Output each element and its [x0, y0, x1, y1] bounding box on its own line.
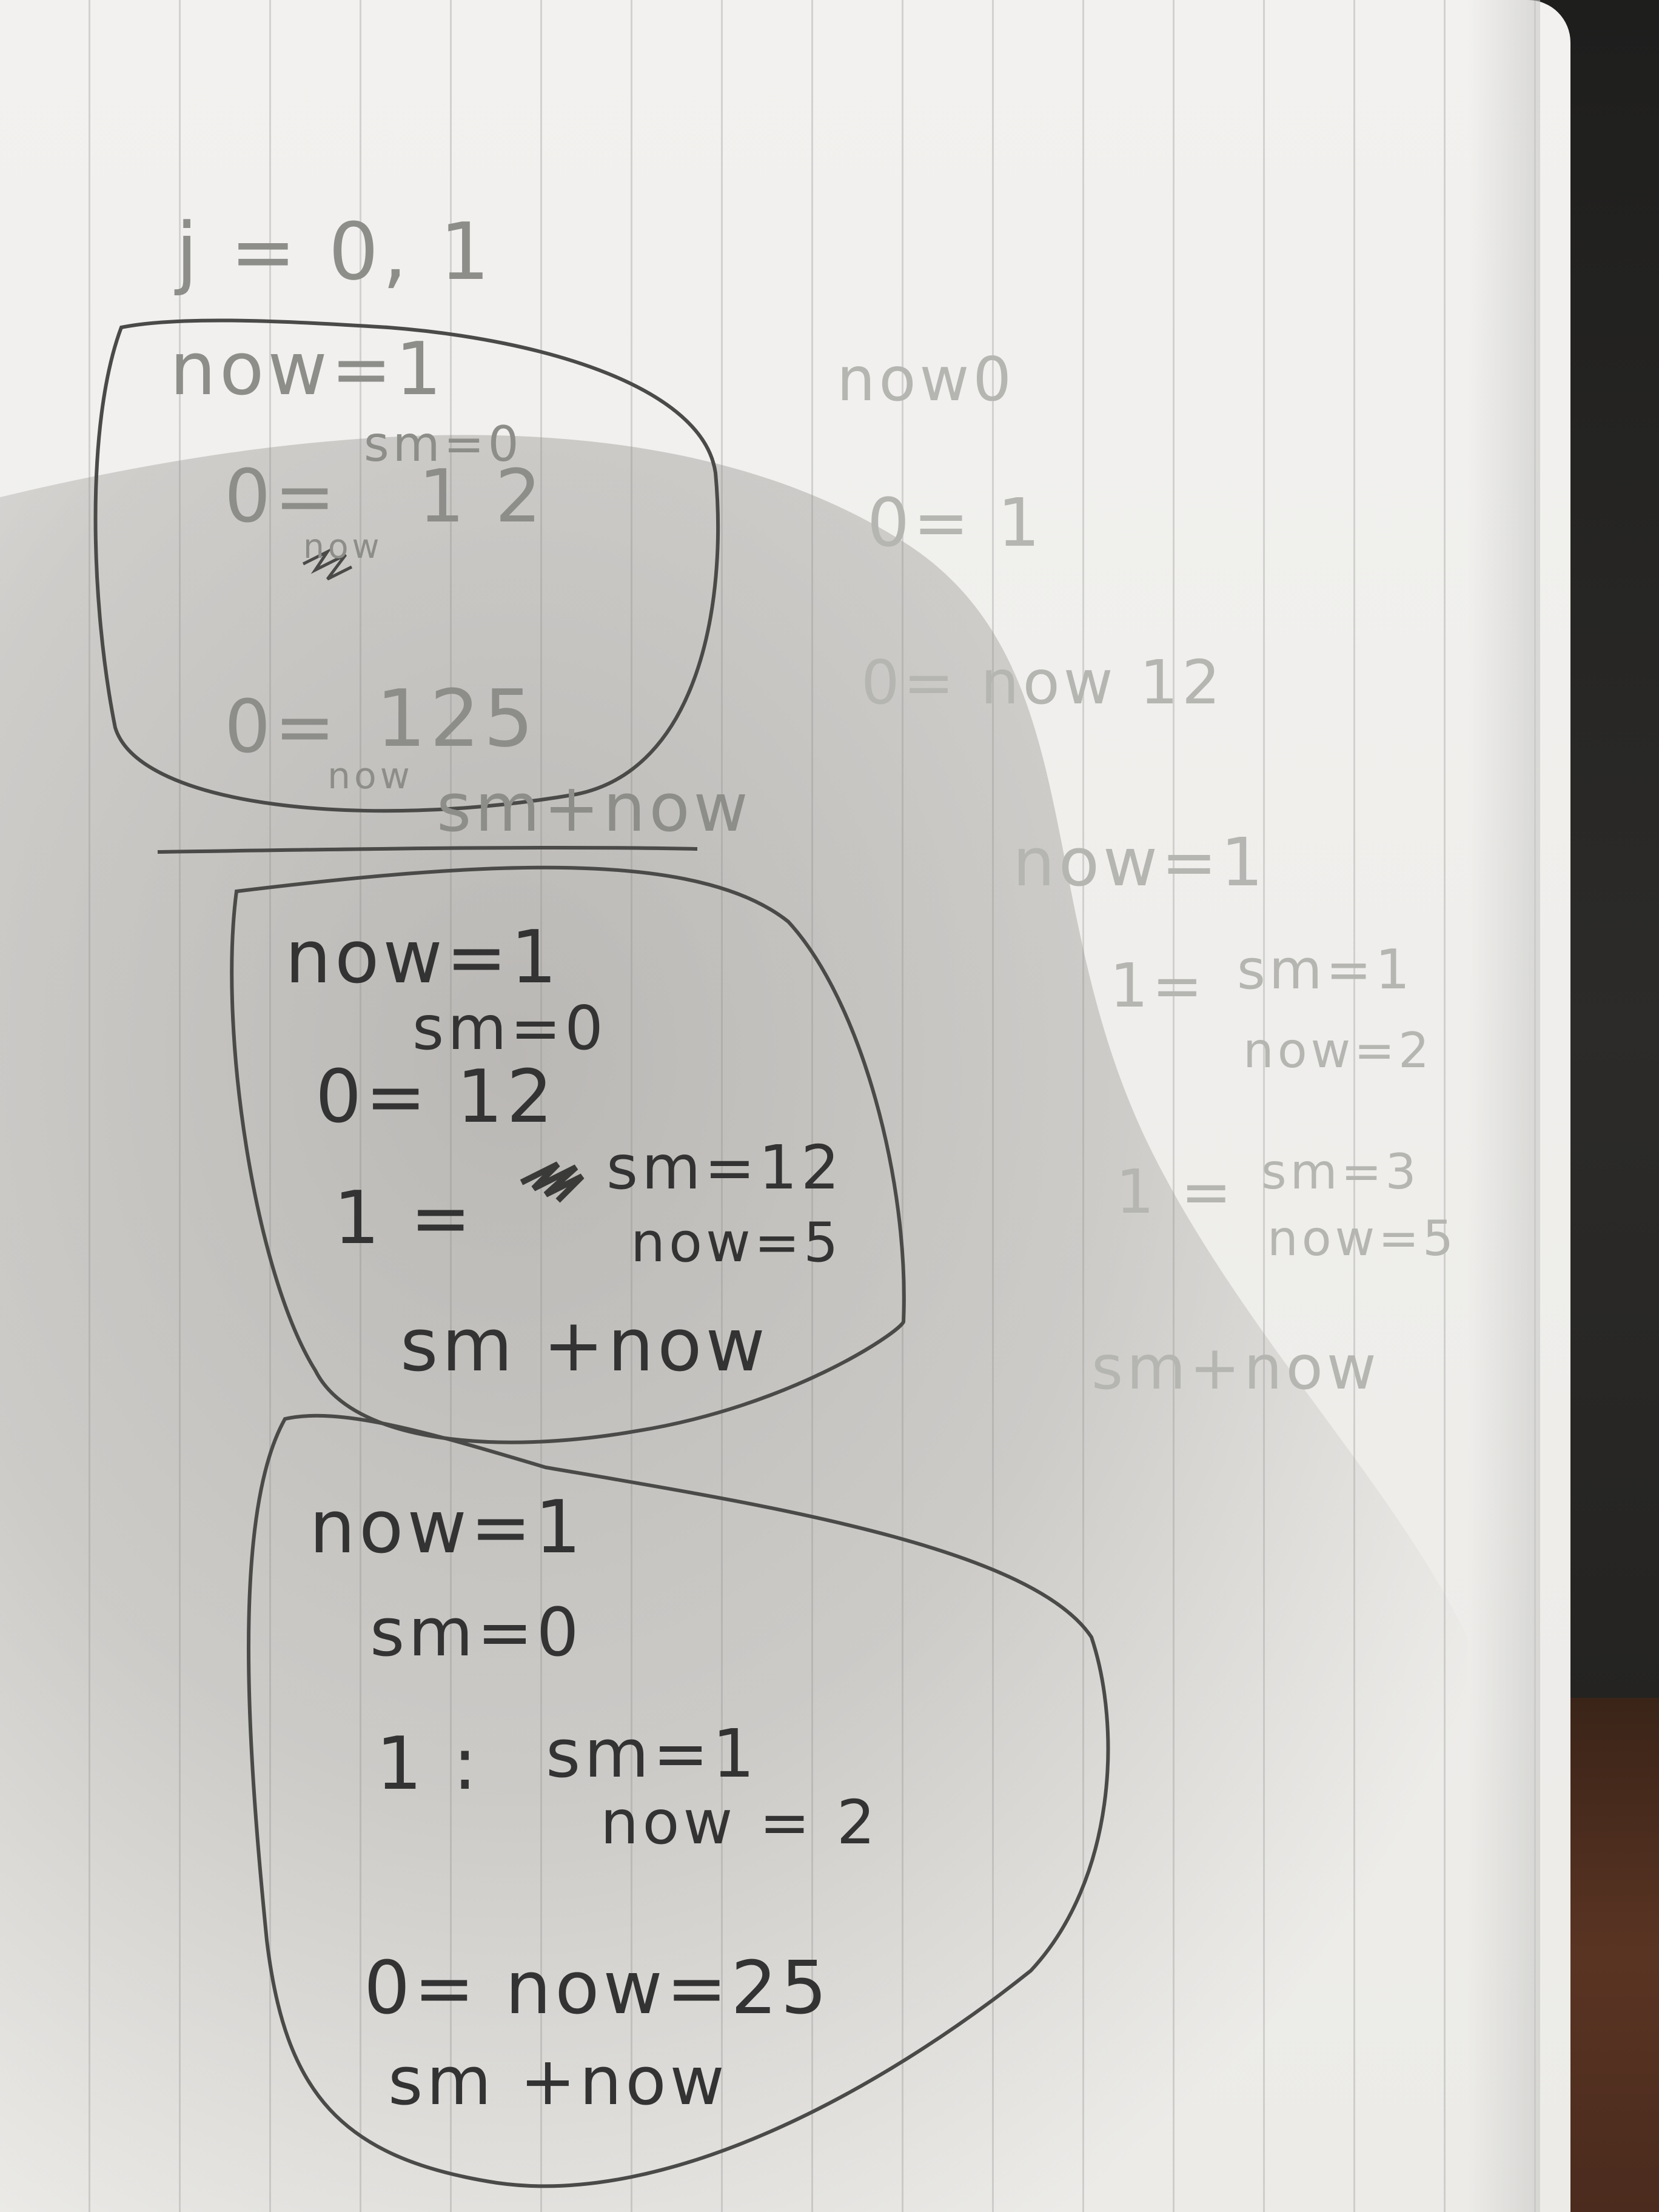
block1-row2-note-now: now [327, 755, 414, 797]
block2-row1: 0= 12 [315, 1055, 557, 1139]
block3-outline [247, 1413, 1110, 2188]
block2-now: now=1 [285, 916, 561, 1000]
right-row1: 0= 1 [867, 484, 1044, 561]
scribble-block2 [520, 1161, 585, 1203]
right-row4-now: now=5 [1267, 1210, 1457, 1267]
block2-result: sm +now [400, 1304, 769, 1388]
right-row4-sm: sm=3 [1261, 1144, 1420, 1200]
block3-row1-sm: sm=1 [546, 1715, 759, 1792]
right-row3-sm: sm=1 [1237, 938, 1413, 1002]
right-row3-lhs: 1= [1110, 950, 1206, 1021]
block1-now: now=1 [170, 327, 446, 412]
block1-row2-note-sm: sm+now [437, 769, 752, 846]
block2-row2-sm: sm=12 [606, 1132, 843, 1203]
right-row4-lhs: 1 = [1116, 1156, 1235, 1227]
block1-row1-rhs: 1 2 [418, 455, 545, 539]
block2-row2-now: now=5 [631, 1211, 842, 1275]
block1-row1-lhs: 0= [224, 455, 339, 539]
block1-row2-lhs: 0= [224, 685, 339, 769]
block1-row1-note: now [303, 527, 383, 566]
block3-row1-lhs: 1 : [376, 1722, 481, 1806]
block3-result: sm +now [388, 2042, 728, 2120]
block3-now: now=1 [309, 1486, 585, 1570]
block3-sm: sm=0 [370, 1594, 583, 1671]
right-row3-now: now=2 [1243, 1022, 1433, 1079]
right-result: sm+now [1091, 1332, 1380, 1403]
right-title: now0 [837, 344, 1015, 415]
block2-sm: sm=0 [412, 993, 607, 1064]
divider-line [157, 845, 698, 854]
scribble-block1 [302, 548, 353, 581]
header-text: j = 0, 1 [174, 206, 494, 298]
page-edge [1467, 0, 1540, 2212]
block1-row2-rhs: 125 [376, 672, 537, 765]
block1-sm: sm=0 [364, 416, 523, 472]
block2-row2-lhs: 1 = [333, 1176, 475, 1261]
block2-outline [230, 865, 906, 1444]
block3-row1-now: now = 2 [600, 1787, 879, 1858]
block1-outline [93, 318, 720, 813]
right-row2: 0= now 12 [861, 647, 1224, 718]
block3-row2: 0= now=25 [364, 1946, 831, 2031]
right-now: now=1 [1013, 823, 1267, 901]
